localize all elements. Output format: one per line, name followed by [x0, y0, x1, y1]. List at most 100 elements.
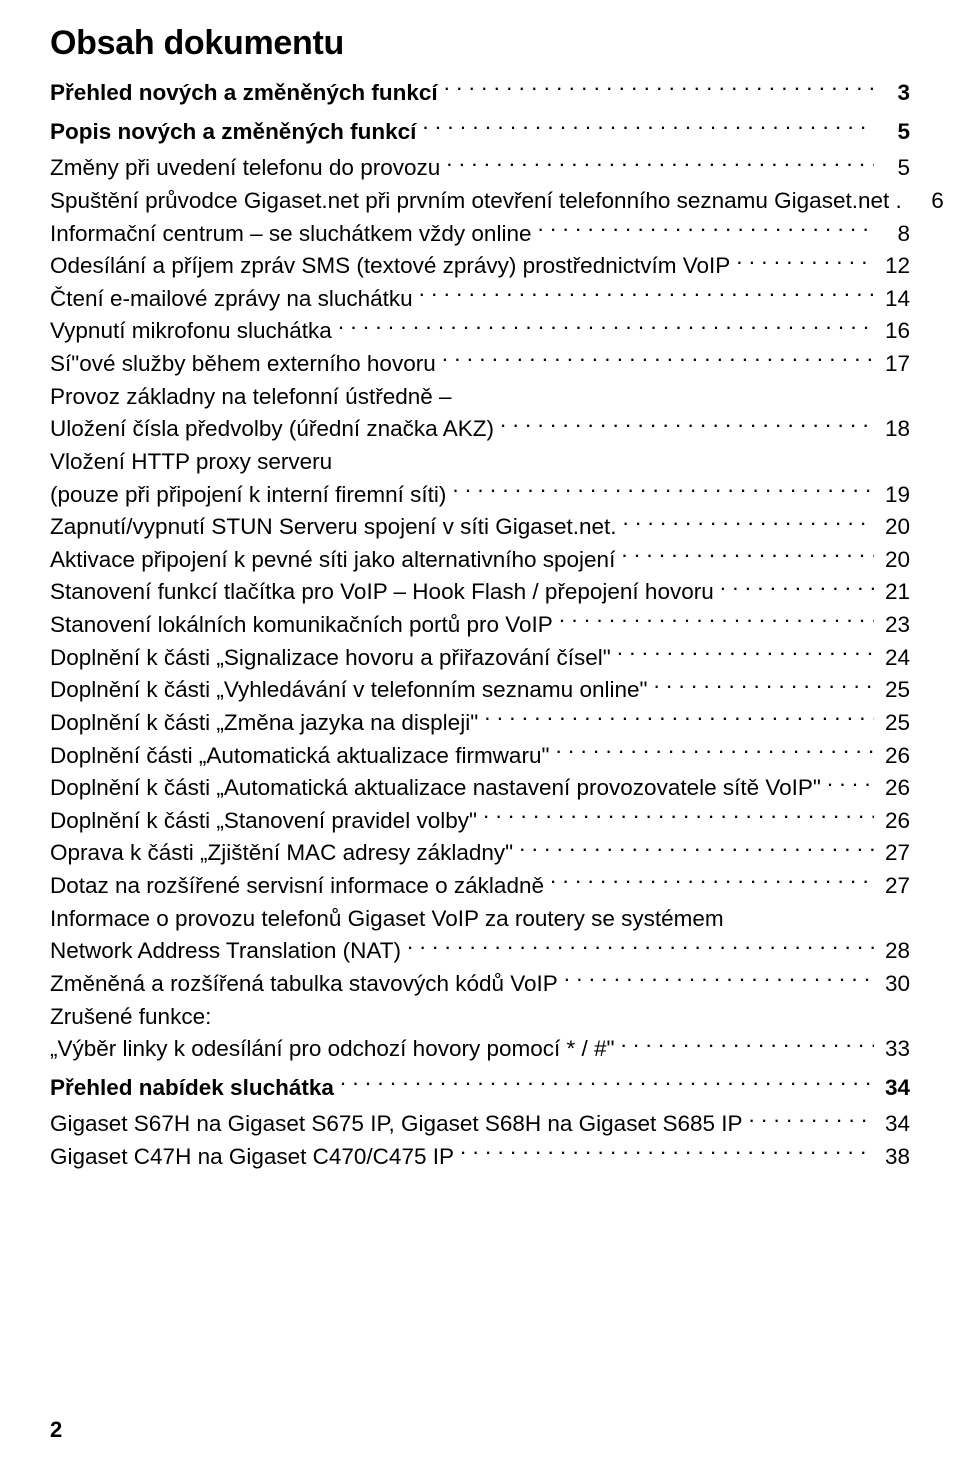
- toc-entry-label: Stanovení funkcí tlačítka pro VoIP – Hoo…: [50, 576, 714, 609]
- toc-entry-label: Doplnění k části „Vyhledávání v telefonn…: [50, 674, 647, 707]
- toc-entry-page: 25: [880, 674, 910, 707]
- toc-entry-page: 17: [880, 348, 910, 381]
- toc-entry: Doplnění k části „Změna jazyka na disple…: [50, 707, 910, 740]
- toc-entry: Změněná a rozšířená tabulka stavových kó…: [50, 968, 910, 1001]
- toc-entry-label: Oprava k části „Zjištění MAC adresy zákl…: [50, 837, 513, 870]
- toc-leader-dots: [340, 1072, 874, 1095]
- toc-entry: „Výběr linky k odesílání pro odchozí hov…: [50, 1033, 910, 1066]
- toc-entry-label: Změny při uvedení telefonu do provozu: [50, 152, 440, 185]
- toc-entry-label: Vypnutí mikrofonu sluchátka: [50, 315, 332, 348]
- toc-entry-label: Informační centrum – se sluchátkem vždy …: [50, 218, 531, 251]
- toc-leader-dots: [621, 1034, 874, 1057]
- toc-entry-page: 16: [880, 315, 910, 348]
- toc-entry-page: 26: [880, 740, 910, 773]
- toc-entry: Doplnění k části „Stanovení pravidel vol…: [50, 805, 910, 838]
- toc-entry-page: 5: [880, 152, 910, 185]
- toc-entry: Stanovení lokálních komunikačních portů …: [50, 609, 910, 642]
- toc-entry-label: Doplnění k části „Automatická aktualizac…: [50, 772, 821, 805]
- toc-entry-page: 27: [880, 837, 910, 870]
- toc-entry: Gigaset C47H na Gigaset C470/C475 IP38: [50, 1141, 910, 1174]
- toc-entry-page: 30: [880, 968, 910, 1001]
- toc-leader-dots: [422, 116, 874, 139]
- toc-entry-page: 25: [880, 707, 910, 740]
- toc-leader-dots: [537, 218, 874, 241]
- toc-entry-page: 5: [880, 116, 910, 149]
- toc-entry-label: Gigaset C47H na Gigaset C470/C475 IP: [50, 1141, 454, 1174]
- toc-entry: Přehled nových a změněných funkcí 3: [50, 77, 910, 110]
- toc-entry: Zapnutí/vypnutí STUN Serveru spojení v s…: [50, 511, 910, 544]
- toc-entry-label: „Výběr linky k odesílání pro odchozí hov…: [50, 1033, 615, 1066]
- toc-entry-page: 34: [880, 1072, 910, 1105]
- toc-entry-label: Sí"ové služby během externího hovoru: [50, 348, 436, 381]
- toc-entry-page: 34: [880, 1108, 910, 1141]
- toc-entry: Odesílání a příjem zpráv SMS (textové zp…: [50, 250, 910, 283]
- toc-entry-page: 33: [880, 1033, 910, 1066]
- toc-entry-page: 26: [880, 805, 910, 838]
- toc-leader-dots: [749, 1109, 874, 1132]
- toc-leader-dots: [460, 1142, 874, 1165]
- toc-entry-label: (pouze při připojení k interní firemní s…: [50, 479, 446, 512]
- toc-entry-label: Přehled nových a změněných funkcí: [50, 77, 438, 110]
- toc-leader-dots: [483, 805, 874, 828]
- toc-leader-dots: [653, 675, 874, 698]
- document-page: Obsah dokumentu Přehled nových a změněný…: [0, 0, 960, 1471]
- toc-entry: Doplnění části „Automatická aktualizace …: [50, 740, 910, 773]
- toc-entry-label: Zapnutí/vypnutí STUN Serveru spojení v s…: [50, 511, 617, 544]
- toc-entry: Informační centrum – se sluchátkem vždy …: [50, 218, 910, 251]
- toc-entry-page: 20: [880, 544, 910, 577]
- toc-entry: Gigaset S67H na Gigaset S675 IP, Gigaset…: [50, 1108, 910, 1141]
- toc-leader-dots: [452, 479, 874, 502]
- toc-entry-page: 23: [880, 609, 910, 642]
- toc-entry: Popis nových a změněných funkcí5: [50, 116, 910, 149]
- toc-entry: Vypnutí mikrofonu sluchátka 16: [50, 315, 910, 348]
- toc-leader-dots: [736, 251, 874, 274]
- toc-entry: Změny při uvedení telefonu do provozu 5: [50, 152, 910, 185]
- toc-entry-label: Spuštění průvodce Gigaset.net při prvním…: [50, 185, 902, 218]
- toc-entry-label: Uložení čísla předvolby (úřední značka A…: [50, 413, 494, 446]
- toc-entry-continuation: Provoz základny na telefonní ústředně –: [50, 381, 910, 414]
- toc-leader-dots: [621, 544, 874, 567]
- toc-entry: Dotaz na rozšířené servisní informace o …: [50, 870, 910, 903]
- toc-leader-dots: [484, 707, 874, 730]
- toc-entry: Aktivace připojení k pevné síti jako alt…: [50, 544, 910, 577]
- toc-entry: Doplnění k části „Automatická aktualizac…: [50, 772, 910, 805]
- toc-entry: Doplnění k části „Vyhledávání v telefonn…: [50, 674, 910, 707]
- toc-entry-continuation: Vložení HTTP proxy serveru: [50, 446, 910, 479]
- toc-entry-page: 14: [880, 283, 910, 316]
- toc-entry-label: Změněná a rozšířená tabulka stavových kó…: [50, 968, 558, 1001]
- toc-leader-dots: [500, 414, 874, 437]
- toc-entry-page: 24: [880, 642, 910, 675]
- toc-leader-dots: [442, 349, 874, 372]
- toc-entry-label: Aktivace připojení k pevné síti jako alt…: [50, 544, 615, 577]
- toc-leader-dots: [564, 968, 874, 991]
- toc-entry: Čtení e-mailové zprávy na sluchátku 14: [50, 283, 910, 316]
- toc-entry-page: 26: [880, 772, 910, 805]
- toc-entry-page: 6: [914, 185, 944, 218]
- toc-entry-page: 28: [880, 935, 910, 968]
- toc-entry: Doplnění k části „Signalizace hovoru a p…: [50, 642, 910, 675]
- toc-leader-dots: [559, 610, 874, 633]
- toc-entry-continuation: Zrušené funkce:: [50, 1001, 910, 1034]
- toc-entry: Spuštění průvodce Gigaset.net při prvním…: [50, 185, 910, 218]
- toc-entry-label: Přehled nabídek sluchátka: [50, 1072, 334, 1105]
- toc-entry: Oprava k části „Zjištění MAC adresy zákl…: [50, 837, 910, 870]
- toc-entry: Uložení čísla předvolby (úřední značka A…: [50, 413, 910, 446]
- toc-entry-page: 27: [880, 870, 910, 903]
- toc-leader-dots: [419, 283, 874, 306]
- toc-entry: (pouze při připojení k interní firemní s…: [50, 479, 910, 512]
- page-title: Obsah dokumentu: [50, 24, 910, 63]
- toc-entry: Network Address Translation (NAT)28: [50, 935, 910, 968]
- toc-leader-dots: [827, 773, 874, 796]
- toc-leader-dots: [444, 78, 874, 101]
- toc-leader-dots: [550, 871, 874, 894]
- toc-entry-label: Čtení e-mailové zprávy na sluchátku: [50, 283, 413, 316]
- toc-leader-dots: [338, 316, 874, 339]
- toc-entry-page: 3: [880, 77, 910, 110]
- toc-entry-label: Doplnění k části „Stanovení pravidel vol…: [50, 805, 477, 838]
- toc-leader-dots: [407, 936, 874, 959]
- toc-leader-dots: [720, 577, 874, 600]
- page-number: 2: [50, 1417, 62, 1443]
- toc-entry-label: Doplnění části „Automatická aktualizace …: [50, 740, 549, 773]
- toc-entry-page: 18: [880, 413, 910, 446]
- table-of-contents: Přehled nových a změněných funkcí 3 Popis …: [50, 77, 910, 1174]
